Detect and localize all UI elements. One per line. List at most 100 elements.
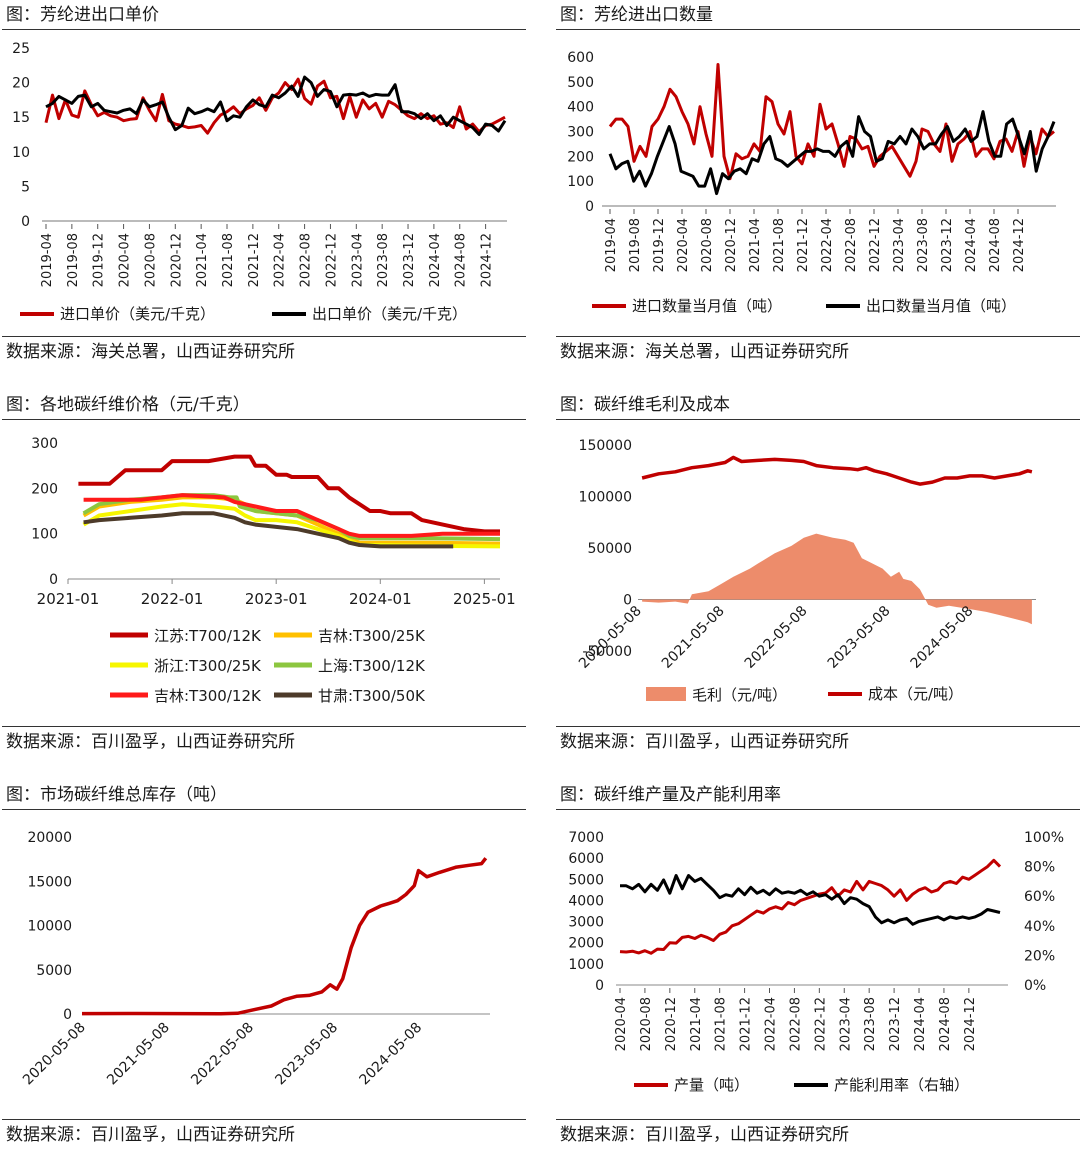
y-tick-label: 7000 [568, 830, 604, 846]
y-tick-label: 10 [12, 145, 30, 161]
series-line-0 [619, 858, 1002, 955]
x-tick-label: 2023-08 [916, 218, 931, 272]
chart-area: 0 100 200 300 2021-01 2022-01 2023-01 2024-01 20… [2, 421, 526, 725]
y-tick-label: 500 [567, 75, 594, 91]
x-tick-label: 2020-04 [118, 233, 133, 287]
x-tick-label: 2024-12 [963, 997, 978, 1051]
x-tick-label: 2020-08 [143, 233, 158, 287]
legend-margin-label: 毛利（元/吨） [692, 686, 787, 704]
y-tick-label: 25 [12, 41, 30, 57]
margin-area [642, 533, 1032, 625]
panel-margin-cost: 图：碳纤维毛利及成本 -50000 0 50000 100000 150000 2020-… [556, 390, 1080, 756]
y-tick-label: 600 [567, 50, 594, 66]
y-tick-label: 400 [567, 100, 594, 116]
regional-price-chart: 0 100 200 300 2021-01 2022-01 2023-01 2024-01 20… [31, 436, 516, 705]
data-source: 数据来源：百川盈孚，山西证券研究所 [556, 1119, 1080, 1149]
y2-tick-label: 60% [1024, 889, 1055, 905]
x-tick-label: 2020-12 [724, 218, 739, 272]
margin-cost-chart: -50000 0 50000 100000 150000 2020-05-08 2021-0… [576, 438, 1036, 704]
x-tick-label: 2022-04 [273, 233, 288, 287]
y-tick-label: 0 [63, 1007, 72, 1023]
x-tick-label: 2025-01 [453, 590, 516, 608]
x-tick-label: 2024-04 [964, 218, 979, 272]
legend-export-label: 出口单价（美元/千克） [312, 305, 467, 323]
y-tick-label: 5000 [568, 872, 604, 888]
x-tick-label: 2020-05-08 [20, 1020, 89, 1089]
y2-tick-label: 80% [1024, 860, 1055, 876]
chart-title: 图：各地碳纤维价格（元/千克） [2, 390, 526, 420]
x-tick-label: 2020-12 [169, 233, 184, 287]
inventory-line [81, 857, 488, 1016]
x-tick-label: 2024-08 [988, 218, 1003, 272]
x-tick-label: 2019-04 [604, 218, 619, 272]
x-tick-label: 2021-04 [689, 997, 704, 1051]
x-tick-label: 2023-12 [888, 997, 903, 1051]
series-line-0 [608, 63, 1055, 181]
y-tick-label: 0 [21, 214, 30, 230]
x-tick-label: 2020-04 [614, 997, 629, 1051]
legend-utilization-label: 产能利用率（右轴） [834, 1076, 969, 1094]
cost-line [641, 455, 1033, 486]
y2-tick-label: 20% [1024, 948, 1055, 964]
x-tick-label: 2024-01 [349, 590, 412, 608]
y2-tick-label: 100% [1024, 830, 1064, 846]
legend-cost-label: 成本（元/吨） [868, 685, 963, 703]
y-tick-label: 0 [623, 593, 632, 609]
x-tick-label: 2019-12 [92, 233, 107, 287]
y-tick-label: 300 [31, 436, 58, 452]
y2-tick-label: 0% [1024, 978, 1046, 994]
panel-output-utilization: 图：碳纤维产量及产能利用率 0 1000 2000 3000 4000 5000 6000 7… [556, 780, 1080, 1149]
series-line-5 [83, 511, 454, 549]
x-tick-label: 2022-12 [324, 233, 339, 287]
legend-label: 浙江:T300/25K [154, 657, 262, 675]
chart-area: 0 100 200 300 400 500 600 2019-04 2019-08 2019-12… [556, 31, 1080, 335]
chart-title: 图：市场碳纤维总库存（吨） [2, 780, 526, 810]
x-tick-label: 2022-12 [868, 218, 883, 272]
x-tick-label: 2019-04 [40, 233, 55, 287]
legend-label: 江苏:T700/12K [154, 627, 262, 645]
y-tick-label: 15 [12, 110, 30, 126]
inventory-line-chart: 0 5000 10000 15000 20000 2020-05-08 2021-05-08… [20, 830, 490, 1089]
legend-label: 吉林:T300/25K [318, 627, 426, 645]
y-tick-label: 3000 [568, 915, 604, 931]
y-tick-label: 10000 [27, 919, 72, 935]
x-tick-label: 2023-04 [350, 233, 365, 287]
volume-line-chart: 0 100 200 300 400 500 600 2019-04 2019-08 2019-12… [567, 50, 1056, 315]
x-tick-label: 2021-08 [221, 233, 236, 287]
y-tick-label: 200 [567, 149, 594, 165]
x-tick-label: 2020-05-08 [576, 603, 645, 672]
y-tick-label: 0 [595, 978, 604, 994]
x-tick-label: 2022-08 [299, 233, 314, 287]
y-tick-label: 50000 [587, 541, 632, 557]
y-tick-label: 200 [31, 481, 58, 497]
x-tick-label: 2020-08 [700, 218, 715, 272]
y-tick-label: 5000 [36, 963, 72, 979]
x-tick-label: 2024-12 [1012, 218, 1027, 272]
x-tick-label: 2024-04 [428, 233, 443, 287]
panel-import-export-price: 图：芳纶进出口单价 0 5 10 15 20 25 2019-04 2019-08 2019-1… [2, 0, 526, 366]
x-tick-label: 2023-12 [940, 218, 955, 272]
x-tick-label: 2019-12 [652, 218, 667, 272]
y-tick-label: 2000 [568, 936, 604, 952]
chart-title: 图：芳纶进出口数量 [556, 0, 1080, 30]
x-tick-label: 2019-08 [628, 218, 643, 272]
data-source: 数据来源：海关总署，山西证券研究所 [556, 336, 1080, 366]
x-tick-label: 2022-04 [820, 218, 835, 272]
legend-output-label: 产量（吨） [674, 1076, 749, 1094]
y-tick-label: 300 [567, 125, 594, 141]
x-tick-label: 2020-12 [664, 997, 679, 1051]
y-tick-label: 100 [31, 527, 58, 543]
chart-area: -50000 0 50000 100000 150000 2020-05-08 2021-0… [556, 421, 1080, 725]
x-tick-label: 2024-05-08 [908, 603, 977, 672]
x-tick-label: 2021-04 [195, 233, 210, 287]
data-source: 数据来源：百川盈孚，山西证券研究所 [556, 726, 1080, 756]
x-tick-label: 2020-08 [639, 997, 654, 1051]
series-line-1 [608, 110, 1056, 196]
x-tick-label: 2021-05-08 [104, 1020, 173, 1089]
x-tick-label: 2024-08 [938, 997, 953, 1051]
x-tick-label: 2023-08 [863, 997, 878, 1051]
data-source: 数据来源：百川盈孚，山西证券研究所 [2, 1119, 526, 1149]
chart-title: 图：碳纤维毛利及成本 [556, 390, 1080, 420]
x-tick-label: 2022-08 [844, 218, 859, 272]
y-tick-label: 0 [49, 572, 58, 588]
